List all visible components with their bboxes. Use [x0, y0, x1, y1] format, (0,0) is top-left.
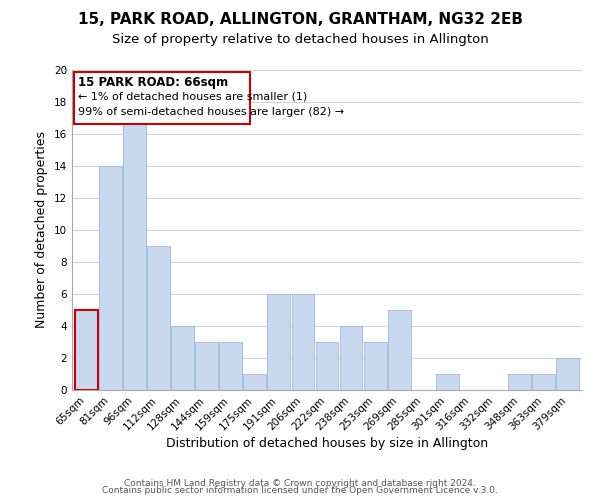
Bar	[75, 310, 98, 390]
Text: 99% of semi-detached houses are larger (82) →: 99% of semi-detached houses are larger (…	[78, 107, 344, 117]
Bar	[508, 374, 531, 390]
Bar	[268, 294, 290, 390]
Bar	[99, 166, 122, 390]
Bar	[436, 374, 459, 390]
Text: Contains public sector information licensed under the Open Government Licence v.: Contains public sector information licen…	[102, 486, 498, 495]
Text: Contains HM Land Registry data © Crown copyright and database right 2024.: Contains HM Land Registry data © Crown c…	[124, 478, 476, 488]
Bar	[147, 246, 170, 390]
Bar	[171, 326, 194, 390]
Text: ← 1% of detached houses are smaller (1): ← 1% of detached houses are smaller (1)	[78, 92, 307, 102]
Bar	[532, 374, 555, 390]
Bar	[244, 374, 266, 390]
Bar	[364, 342, 386, 390]
Y-axis label: Number of detached properties: Number of detached properties	[35, 132, 49, 328]
Text: Size of property relative to detached houses in Allington: Size of property relative to detached ho…	[112, 32, 488, 46]
X-axis label: Distribution of detached houses by size in Allington: Distribution of detached houses by size …	[166, 438, 488, 450]
Bar	[316, 342, 338, 390]
Bar	[556, 358, 579, 390]
Text: 15, PARK ROAD, ALLINGTON, GRANTHAM, NG32 2EB: 15, PARK ROAD, ALLINGTON, GRANTHAM, NG32…	[77, 12, 523, 28]
Text: 15 PARK ROAD: 66sqm: 15 PARK ROAD: 66sqm	[78, 76, 228, 90]
Bar	[388, 310, 410, 390]
Bar	[123, 118, 146, 390]
Bar	[220, 342, 242, 390]
Bar	[195, 342, 218, 390]
Bar	[292, 294, 314, 390]
FancyBboxPatch shape	[74, 72, 250, 124]
Bar	[340, 326, 362, 390]
